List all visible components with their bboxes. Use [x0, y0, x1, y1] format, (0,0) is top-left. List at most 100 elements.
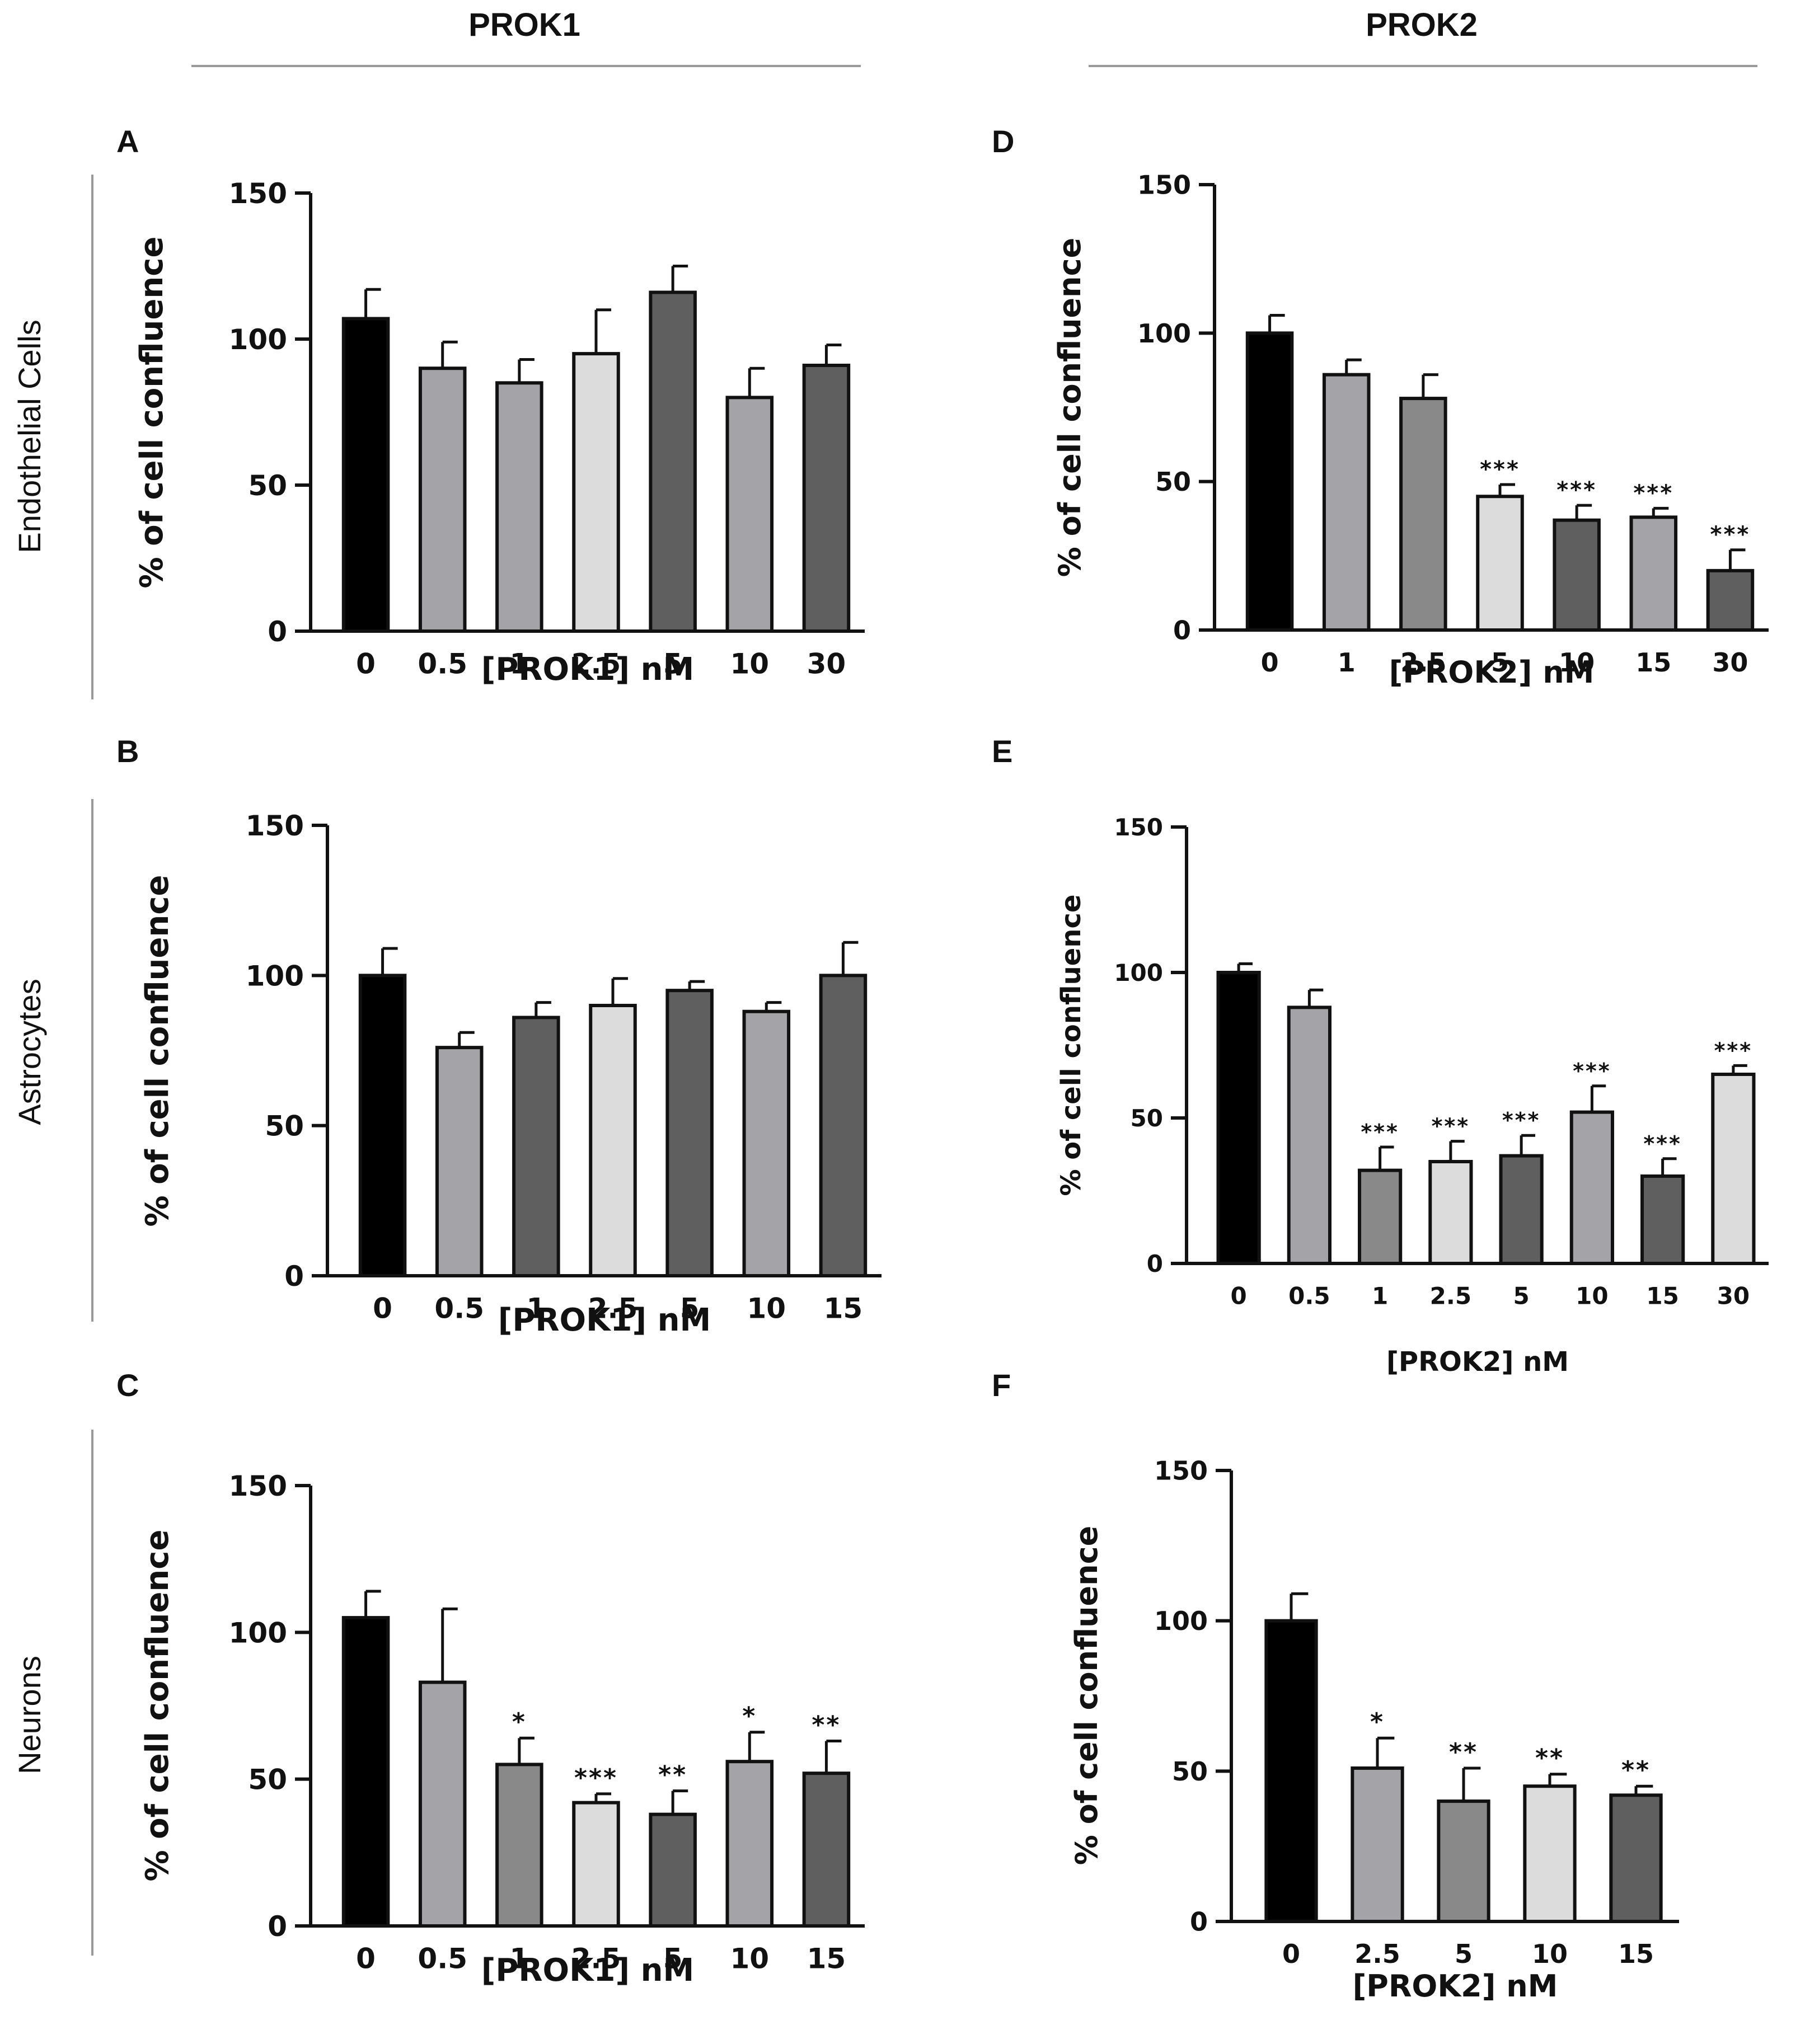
x-tick-label: 0 — [1261, 647, 1279, 678]
significance-label: *** — [1643, 1131, 1682, 1156]
x-axis-title: [PROK1] nM — [481, 1952, 694, 1989]
bar — [495, 1763, 543, 1928]
y-tick-label: 150 — [246, 810, 304, 842]
x-tick-label: 0 — [1231, 1282, 1247, 1310]
significance-label: *** — [574, 1764, 618, 1792]
y-tick-label: 50 — [1155, 467, 1191, 497]
significance-label: * — [512, 1708, 527, 1736]
y-tick-label: 100 — [229, 323, 287, 356]
panel-letter-f: F — [992, 1368, 1011, 1403]
x-tick-label: 10 — [1576, 1282, 1608, 1310]
x-tick-label: 5 — [1491, 647, 1509, 678]
bar — [802, 1772, 851, 1928]
x-tick-label: 5 — [1513, 1282, 1530, 1310]
significance-label: *** — [1573, 1059, 1611, 1083]
significance-label: *** — [1480, 457, 1520, 482]
y-tick-label: 100 — [246, 960, 304, 992]
bar — [358, 974, 407, 1278]
x-tick-label: 0 — [356, 648, 376, 680]
chart-panel-d: 0 50 100 150 0 1 2.5 *** 5 *** 10 *** 15 *** 30 [PROK2]… — [1052, 170, 1769, 690]
bar — [1428, 1160, 1473, 1265]
x-tick-label: 2.5 — [1430, 1282, 1471, 1310]
panel-letter-c: C — [116, 1368, 139, 1403]
x-tick-label: 1 — [1372, 1282, 1388, 1310]
bar — [1216, 971, 1261, 1265]
bar — [1322, 373, 1371, 632]
panel-letter-e: E — [992, 734, 1012, 769]
y-tick-label: 0 — [284, 1260, 304, 1293]
significance-label: ** — [658, 1761, 687, 1789]
bar — [512, 1016, 560, 1277]
y-axis-title: % of cell confluence — [139, 875, 176, 1227]
x-tick-label: 15 — [1646, 1282, 1679, 1310]
y-axis-title: % of cell confluence — [139, 1530, 176, 1882]
x-axis-title: [PROK1] nM — [481, 651, 694, 688]
row-header-endothelial: Endothelial Cells — [12, 319, 47, 553]
bar — [418, 366, 467, 633]
x-tick-label: 10 — [730, 1943, 769, 1975]
x-axis-title: [PROK1] nM — [498, 1302, 711, 1338]
x-tick-label: 30 — [1717, 1282, 1750, 1310]
bar — [1553, 518, 1601, 632]
bar — [418, 1680, 467, 1928]
x-tick-label: 5 — [1455, 1939, 1473, 1969]
significance-label: *** — [1502, 1108, 1541, 1133]
bar — [572, 1801, 620, 1928]
significance-label: *** — [1710, 522, 1751, 548]
y-tick-label: 150 — [229, 1470, 287, 1502]
bar — [725, 1760, 774, 1928]
x-tick-label: 15 — [1635, 647, 1671, 678]
y-tick-label: 150 — [1114, 814, 1163, 841]
bar — [1569, 1110, 1614, 1265]
bar — [1523, 1784, 1577, 1923]
bar — [572, 352, 620, 633]
y-tick-label: 0 — [1190, 1907, 1208, 1937]
x-tick-label: 1 — [1338, 647, 1356, 678]
bar — [742, 1009, 791, 1277]
bar — [1640, 1174, 1685, 1265]
bar — [1399, 397, 1447, 632]
x-tick-label: 0.5 — [1288, 1282, 1330, 1310]
bar — [1476, 495, 1524, 632]
bar — [1245, 331, 1294, 632]
x-axis-title: [PROK2] nM — [1353, 1968, 1558, 2004]
y-tick-label: 50 — [1172, 1756, 1208, 1787]
bar — [1351, 1766, 1404, 1923]
x-tick-label: 15 — [807, 1943, 846, 1975]
bar — [802, 363, 851, 633]
bar — [649, 290, 697, 633]
x-tick-label: 5 — [680, 1293, 700, 1325]
panel-letter-a: A — [116, 124, 139, 159]
bar — [435, 1046, 484, 1277]
y-tick-label: 50 — [1131, 1105, 1163, 1132]
chart-panel-e: 0 50 100 150 0 0.5 *** 1 *** 2.5 *** 5 *** 10 *** 15 ***… — [1056, 814, 1769, 1378]
chart-panel-f: 0 50 100 150 0 * 2.5 ** 5 ** 10 ** 15 [PROK2] nM % of … — [1069, 1456, 1679, 2004]
x-tick-label: 1 — [509, 1943, 529, 1975]
bar — [649, 1812, 697, 1928]
bar — [1264, 1619, 1318, 1924]
significance-label: * — [1370, 1708, 1385, 1736]
column-header-prok1: PROK1 — [468, 7, 580, 43]
y-tick-label: 100 — [229, 1617, 287, 1649]
significance-label: *** — [1432, 1114, 1470, 1139]
bar — [1711, 1073, 1756, 1265]
y-tick-label: 0 — [268, 615, 287, 648]
y-axis-title: % of cell confluence — [134, 237, 170, 589]
column-header-prok2: PROK2 — [1366, 7, 1478, 43]
row-header-astrocytes: Astrocytes — [12, 979, 47, 1125]
x-tick-label: 0.5 — [434, 1293, 484, 1325]
significance-label: *** — [1714, 1038, 1753, 1063]
bar — [495, 381, 543, 633]
x-tick-label: 2.5 — [1400, 647, 1446, 678]
x-tick-label: 0.5 — [418, 648, 467, 680]
x-tick-label: 2.5 — [588, 1293, 638, 1325]
panel-letter-d: D — [992, 124, 1014, 159]
y-axis-title: % of cell confluence — [1056, 894, 1087, 1196]
y-axis-title: % of cell confluence — [1052, 238, 1087, 577]
bar — [1437, 1799, 1490, 1923]
x-tick-label: 0 — [1282, 1939, 1300, 1969]
x-tick-label: 2.5 — [1354, 1939, 1400, 1969]
y-tick-label: 50 — [248, 1764, 287, 1796]
x-tick-label: 5 — [663, 648, 683, 680]
